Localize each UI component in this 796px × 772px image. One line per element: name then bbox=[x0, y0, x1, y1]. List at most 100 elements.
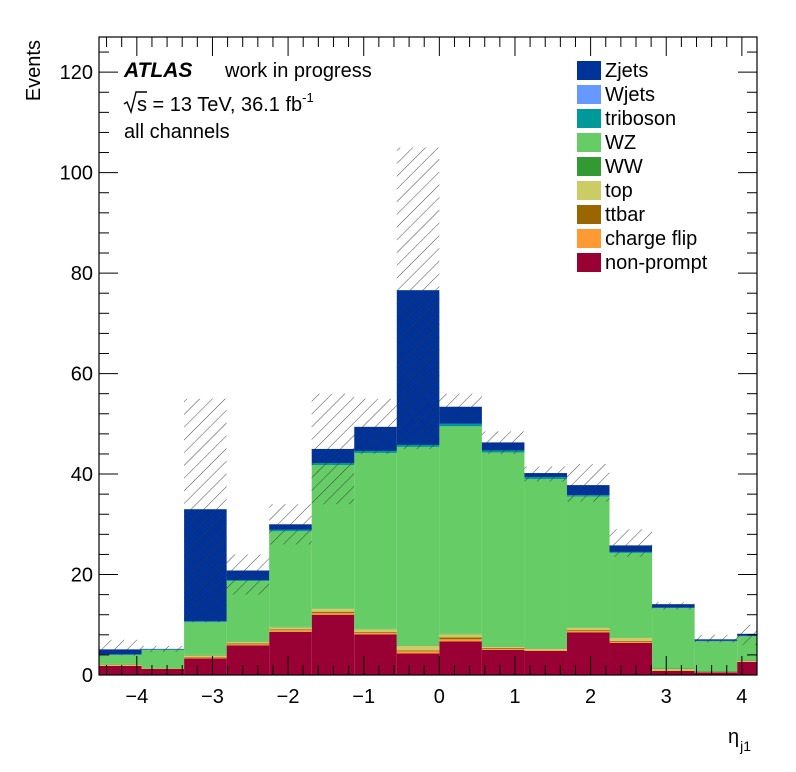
bar-wz-bin-7 bbox=[396, 446, 440, 646]
uncertainty-bin-3 bbox=[226, 554, 270, 595]
bar-wz-bin-1 bbox=[141, 649, 185, 669]
bar-ww-bin-4 bbox=[269, 626, 312, 628]
bar-ttbar-bin-12 bbox=[609, 640, 653, 642]
bar-top-bin-3 bbox=[226, 641, 270, 644]
bar-charge-flip-bin-11 bbox=[566, 630, 610, 633]
x-tick-label: 4 bbox=[736, 686, 747, 708]
bar-top-bin-15 bbox=[737, 660, 757, 662]
energy-label-text: s = 13 TeV, 36.1 fb bbox=[137, 94, 302, 116]
legend-swatch-ttbar bbox=[577, 205, 601, 224]
bar-non-prompt-bin-15 bbox=[737, 661, 757, 675]
bar-charge-flip-bin-15 bbox=[737, 661, 757, 662]
legend-label-charge-flip: charge flip bbox=[605, 228, 697, 250]
bar-charge-flip-bin-10 bbox=[524, 649, 567, 651]
bar-ttbar-bin-9 bbox=[481, 647, 525, 649]
bar-charge-flip-bin-2 bbox=[184, 657, 227, 659]
bar-non-prompt-bin-11 bbox=[566, 632, 610, 675]
bar-charge-flip-bin-7 bbox=[396, 651, 440, 654]
energy-label-superscript: -1 bbox=[302, 90, 314, 105]
svg-text:s = 13 TeV, 36.1 fb-1: s = 13 TeV, 36.1 fb-1 bbox=[137, 90, 314, 116]
y-tick-label: 60 bbox=[71, 364, 93, 386]
y-tick-label: 0 bbox=[82, 665, 93, 687]
uncertainty-bin-6 bbox=[354, 398, 397, 454]
uncertainty-bin-9 bbox=[481, 431, 525, 454]
bar-ww-bin-3 bbox=[226, 641, 270, 642]
bar-top-bin-2 bbox=[184, 655, 227, 657]
y-tick-label: 20 bbox=[71, 565, 93, 587]
bar-top-bin-11 bbox=[566, 627, 610, 630]
bar-ww-bin-5 bbox=[311, 608, 355, 609]
bar-ttbar-bin-3 bbox=[226, 643, 270, 645]
uncertainty-bin-13 bbox=[652, 602, 695, 610]
bar-top-bin-0 bbox=[99, 664, 142, 666]
bar-ww-bin-12 bbox=[609, 637, 653, 638]
bar-non-prompt-bin-14 bbox=[694, 672, 738, 675]
bar-ww-bin-11 bbox=[566, 627, 610, 628]
bar-ww-bin-2 bbox=[184, 654, 227, 656]
atlas-label: ATLAS bbox=[123, 59, 192, 82]
bar-top-bin-5 bbox=[311, 608, 355, 612]
bar-wz-bin-11 bbox=[566, 496, 610, 628]
bar-wz-bin-0 bbox=[99, 654, 142, 664]
uncertainty-bin-14 bbox=[694, 634, 738, 643]
bar-non-prompt-bin-13 bbox=[652, 670, 695, 675]
bar-charge-flip-bin-8 bbox=[439, 639, 482, 642]
bar-non-prompt-bin-9 bbox=[481, 649, 525, 675]
bar-wz-bin-9 bbox=[481, 452, 525, 647]
bar-non-prompt-bin-6 bbox=[354, 634, 397, 675]
legend-label-non-prompt: non-prompt bbox=[605, 252, 708, 274]
bar-wz-bin-13 bbox=[652, 608, 695, 669]
bar-ttbar-bin-7 bbox=[396, 650, 440, 652]
axis-ticks: 0 20 40 60 80 100 120 −4 −3 −2 −1 0 1 2 3 4 bbox=[60, 37, 757, 708]
x-tick-label: −2 bbox=[277, 686, 300, 708]
bar-non-prompt-bin-12 bbox=[609, 642, 653, 675]
bar-ttbar-bin-11 bbox=[566, 629, 610, 631]
bar-ww-bin-8 bbox=[439, 633, 482, 635]
x-tick-label: −1 bbox=[352, 686, 375, 708]
bar-ttbar-bin-2 bbox=[184, 656, 227, 658]
legend-swatch-charge-flip bbox=[577, 229, 601, 248]
bar-top-bin-6 bbox=[354, 629, 397, 632]
status-label: work in progress bbox=[224, 60, 372, 82]
x-axis-title-main: η bbox=[728, 726, 739, 748]
bar-non-prompt-bin-8 bbox=[439, 641, 482, 675]
y-tick-label: 80 bbox=[71, 263, 93, 285]
bar-wz-bin-12 bbox=[609, 552, 653, 638]
bar-top-bin-8 bbox=[439, 634, 482, 638]
bar-charge-flip-bin-13 bbox=[652, 670, 695, 671]
bar-non-prompt-bin-4 bbox=[269, 631, 312, 675]
y-tick-label: 40 bbox=[71, 464, 93, 486]
bar-top-bin-12 bbox=[609, 637, 653, 641]
uncertainty-bin-0 bbox=[99, 639, 142, 656]
bar-top-bin-4 bbox=[269, 627, 312, 630]
legend-label-top: top bbox=[605, 180, 633, 202]
y-tick-label: 120 bbox=[60, 62, 93, 84]
bar-charge-flip-bin-4 bbox=[269, 630, 312, 632]
bar-charge-flip-bin-6 bbox=[354, 632, 397, 635]
uncertainty-bin-7 bbox=[396, 147, 440, 449]
bar-ttbar-bin-4 bbox=[269, 629, 312, 631]
uncertainty-bin-11 bbox=[566, 464, 610, 502]
x-tick-label: −3 bbox=[201, 686, 224, 708]
energy-label: s = 13 TeV, 36.1 fb-1 bbox=[123, 90, 314, 116]
bar-ww-bin-6 bbox=[354, 628, 397, 630]
bar-wz-bin-14 bbox=[694, 641, 738, 672]
x-tick-label: 3 bbox=[661, 686, 672, 708]
channels-label: all channels bbox=[124, 121, 230, 143]
bar-charge-flip-bin-1 bbox=[141, 668, 185, 669]
bar-non-prompt-bin-1 bbox=[141, 668, 185, 675]
bar-triboson-bin-8 bbox=[439, 423, 482, 427]
bar-ttbar-bin-5 bbox=[311, 611, 355, 614]
bar-wz-bin-4 bbox=[269, 531, 312, 627]
bar-top-bin-7 bbox=[396, 645, 440, 651]
uncertainty-band bbox=[99, 147, 757, 656]
legend-swatch-non-prompt bbox=[577, 253, 601, 272]
bar-ww-bin-15 bbox=[737, 660, 757, 661]
bar-non-prompt-bin-5 bbox=[311, 614, 355, 675]
bar-ww-bin-14 bbox=[694, 671, 738, 672]
bar-ttbar-bin-8 bbox=[439, 637, 482, 640]
uncertainty-bin-5 bbox=[311, 393, 355, 505]
legend-label-zjets: Zjets bbox=[605, 60, 648, 82]
bar-ww-bin-13 bbox=[652, 668, 695, 669]
